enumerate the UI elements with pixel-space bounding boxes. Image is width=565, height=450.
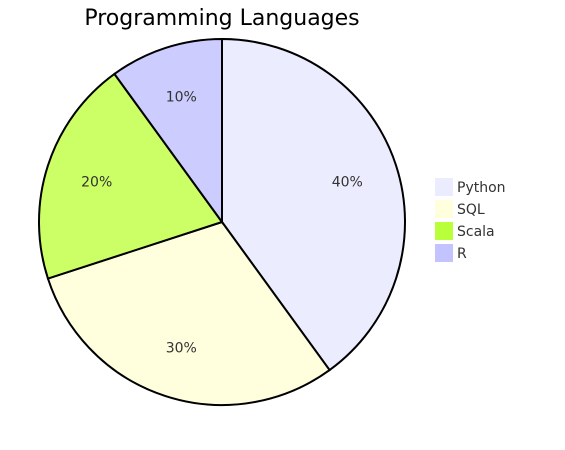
legend-swatch-sql: [435, 200, 453, 218]
slice-label-sql: 30%: [166, 340, 197, 356]
legend-swatch-python: [435, 178, 453, 196]
pie-slice-r: [113, 37, 223, 226]
legend-label-sql: SQL: [457, 202, 485, 218]
pie-slice-labels: 40% 30% 20% 10%: [81, 90, 363, 357]
legend-label-python: Python: [457, 180, 506, 196]
legend-swatch-scala: [435, 222, 453, 240]
slice-label-r: 10%: [166, 90, 197, 106]
slice-label-scala: 20%: [81, 174, 112, 190]
chart-title: Programming Languages: [84, 6, 359, 31]
legend-swatch-r: [435, 244, 453, 262]
legend: Python SQL Scala R: [435, 178, 506, 262]
legend-label-scala: Scala: [457, 224, 495, 240]
pie-slice-sql: [46, 220, 331, 406]
slice-label-python: 40%: [332, 174, 363, 190]
pie-slice-scala: [38, 72, 224, 280]
pie-slice-python: [221, 37, 406, 372]
pie-slices: [38, 37, 406, 406]
legend-label-r: R: [457, 246, 467, 262]
